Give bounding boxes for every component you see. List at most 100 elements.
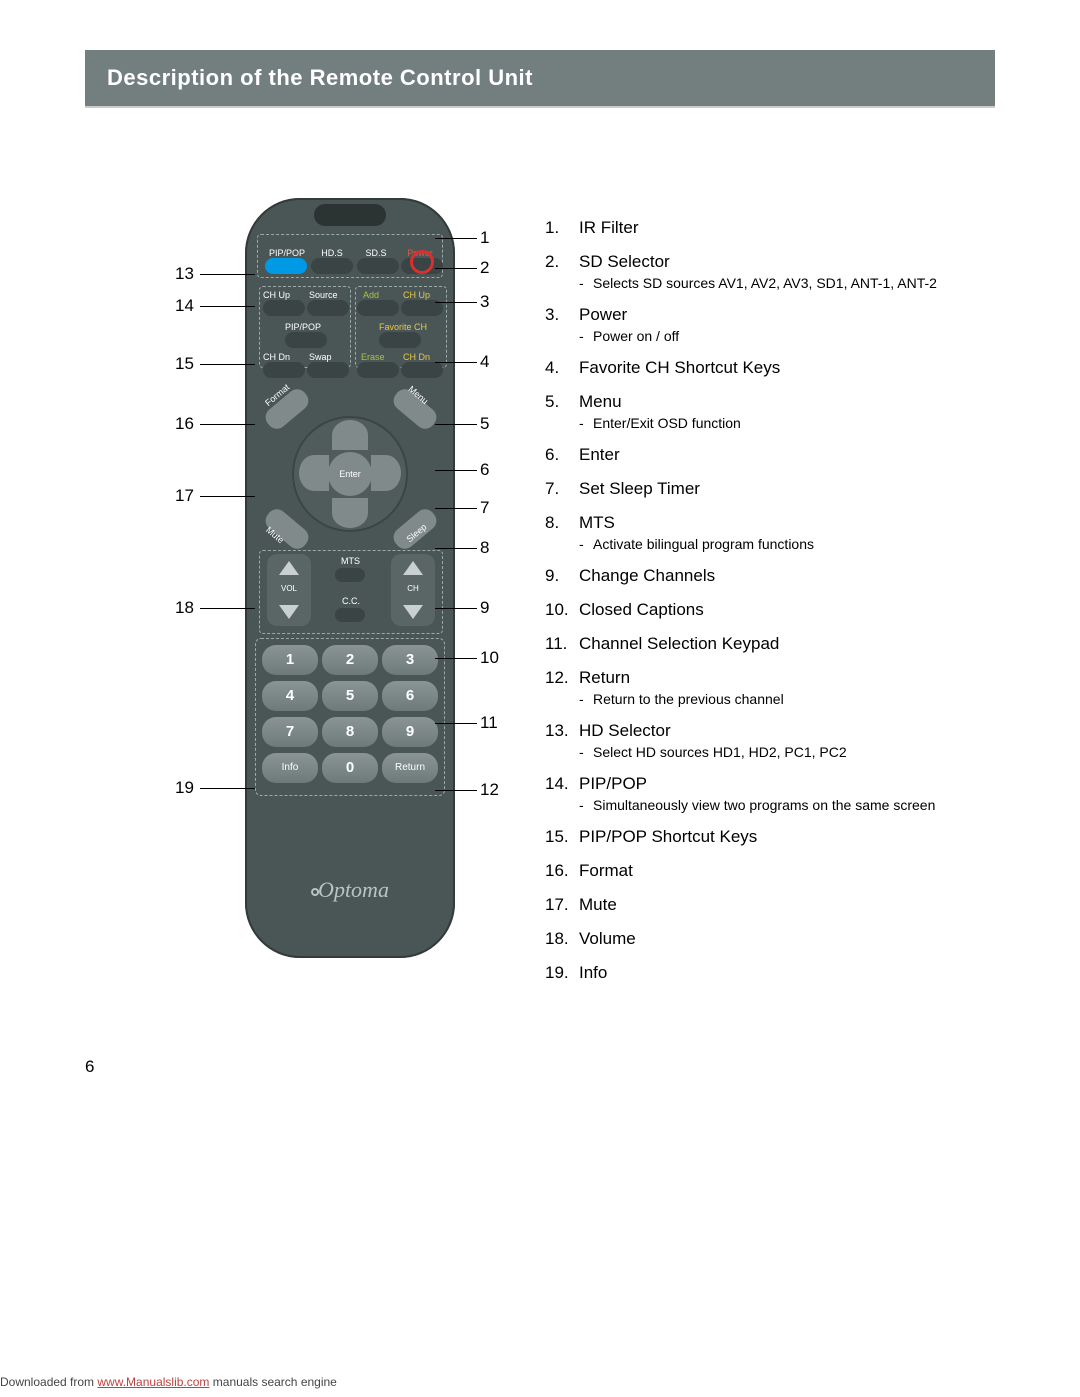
key-4: 4 xyxy=(262,681,318,711)
desc-sub: Enter/Exit OSD function xyxy=(579,415,995,431)
desc-title: PIP/POP Shortcut Keys xyxy=(579,827,757,846)
callout-line xyxy=(200,496,255,497)
desc-title: Change Channels xyxy=(579,566,715,585)
sds-label: SD.S xyxy=(361,248,391,258)
ch-dn-l-button xyxy=(263,362,305,378)
desc-num: 19. xyxy=(545,963,569,983)
sds-button xyxy=(357,258,399,274)
callout-num: 5 xyxy=(480,414,489,434)
callout-num: 6 xyxy=(480,460,489,480)
callout-line xyxy=(435,268,477,269)
callout-line xyxy=(435,508,477,509)
nav-right xyxy=(371,455,401,491)
desc-item: 13. HD Selector Select HD sources HD1, HD2… xyxy=(545,721,995,760)
callout-line xyxy=(200,424,255,425)
vol-label: VOL xyxy=(267,584,311,593)
callout-line xyxy=(435,658,477,659)
key-0: 0 xyxy=(322,753,378,783)
callout-num: 8 xyxy=(480,538,489,558)
desc-sub: Power on / off xyxy=(579,328,995,344)
keypad: 1 2 3 4 5 6 7 8 9 xyxy=(255,638,445,796)
key-1: 1 xyxy=(262,645,318,675)
swap-button xyxy=(307,362,349,378)
desc-num: 9. xyxy=(545,566,559,586)
desc-title: Closed Captions xyxy=(579,600,704,619)
callout-num: 17 xyxy=(175,486,194,506)
footer: Downloaded from www.Manualslib.com manua… xyxy=(0,1375,337,1389)
callout-line xyxy=(435,470,477,471)
key-6: 6 xyxy=(382,681,438,711)
callout-num: 19 xyxy=(175,778,194,798)
desc-num: 13. xyxy=(545,721,569,741)
source-button xyxy=(307,300,349,316)
callout-line xyxy=(435,424,477,425)
callout-line xyxy=(435,608,477,609)
pippop2-label: PIP/POP xyxy=(273,322,333,332)
desc-item: 5.MenuEnter/Exit OSD function xyxy=(545,392,995,431)
desc-item: 18.Volume xyxy=(545,929,995,949)
nav-up xyxy=(332,420,368,450)
content-row: PIP/POP HD.S SD.S Power CH Up Source PIP xyxy=(85,218,995,997)
pip-pop-label: PIP/POP xyxy=(267,248,307,258)
enter-button: Enter xyxy=(328,452,372,496)
desc-item: 8.MTSActivate bilingual program function… xyxy=(545,513,995,552)
desc-sub: Select HD sources HD1, HD2, PC1, PC2 xyxy=(579,744,995,760)
fav-ch-button xyxy=(379,332,421,348)
remote-body: PIP/POP HD.S SD.S Power CH Up Source PIP xyxy=(245,198,455,958)
callout-num: 11 xyxy=(480,713,498,733)
desc-title: HD Selector xyxy=(579,721,671,740)
desc-num: 11. xyxy=(545,634,567,654)
key-7: 7 xyxy=(262,717,318,747)
callout-num: 3 xyxy=(480,292,489,312)
desc-num: 7. xyxy=(545,479,559,499)
desc-item: 6. Enter xyxy=(545,445,995,465)
desc-sub: Simultaneously view two programs on the … xyxy=(579,797,995,813)
callout-num: 4 xyxy=(480,352,489,372)
key-5: 5 xyxy=(322,681,378,711)
cc-label: C.C. xyxy=(342,596,360,606)
desc-title: Enter xyxy=(579,445,620,464)
ir-filter xyxy=(314,204,386,226)
footer-link[interactable]: www.Manualslib.com xyxy=(97,1375,209,1389)
desc-item: 1.IR Filter xyxy=(545,218,995,238)
desc-sub: Return to the previous channel xyxy=(579,691,995,707)
desc-item: 3.PowerPower on / off xyxy=(545,305,995,344)
fav-ch-label: Favorite CH xyxy=(373,322,433,332)
ch-label: CH xyxy=(391,584,435,593)
callout-line xyxy=(435,238,477,239)
desc-title: Mute xyxy=(579,895,617,914)
callout-num: 16 xyxy=(175,414,194,434)
callout-num: 18 xyxy=(175,598,194,618)
desc-item: 10.Closed Captions xyxy=(545,600,995,620)
brand-text: Optoma xyxy=(318,877,389,902)
pippop2-button xyxy=(285,332,327,348)
key-9: 9 xyxy=(382,717,438,747)
desc-num: 8. xyxy=(545,513,559,533)
nav-down xyxy=(332,498,368,528)
callout-line xyxy=(435,548,477,549)
ch-dn-r-label: CH Dn xyxy=(403,352,430,362)
cc-button xyxy=(335,608,365,622)
nav-ring: Enter xyxy=(292,416,408,532)
mts-button xyxy=(335,568,365,582)
desc-num: 6. xyxy=(545,445,559,465)
desc-item: 17.Mute xyxy=(545,895,995,915)
desc-title: Favorite CH Shortcut Keys xyxy=(579,358,780,377)
key-info: Info xyxy=(262,753,318,783)
desc-item: 7.Set Sleep Timer xyxy=(545,479,995,499)
callout-line xyxy=(435,723,477,724)
ch-dn-r-button xyxy=(401,362,443,378)
callout-line xyxy=(200,788,255,789)
pip-pop-button xyxy=(265,258,307,274)
callout-num: 10 xyxy=(480,648,499,668)
add-button xyxy=(357,300,399,316)
callout-line xyxy=(200,364,255,365)
key-2: 2 xyxy=(322,645,378,675)
callout-num: 1 xyxy=(480,228,489,248)
desc-title: Channel Selection Keypad xyxy=(579,634,779,653)
desc-item: 14.PIP/POPSimultaneously view two progra… xyxy=(545,774,995,813)
hds-button xyxy=(311,258,353,274)
desc-item: 9. Change Channels xyxy=(545,566,995,586)
page-number: 6 xyxy=(85,1057,995,1077)
desc-num: 2. xyxy=(545,252,559,272)
